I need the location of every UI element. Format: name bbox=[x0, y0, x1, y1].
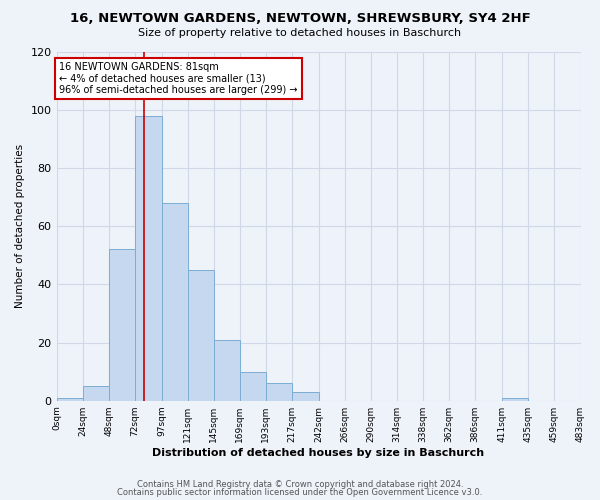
Bar bbox=[83, 386, 109, 400]
Y-axis label: Number of detached properties: Number of detached properties bbox=[15, 144, 25, 308]
Text: 16 NEWTOWN GARDENS: 81sqm
← 4% of detached houses are smaller (13)
96% of semi-d: 16 NEWTOWN GARDENS: 81sqm ← 4% of detach… bbox=[59, 62, 298, 95]
Bar bbox=[188, 270, 214, 400]
Bar bbox=[109, 250, 134, 400]
Text: Size of property relative to detached houses in Baschurch: Size of property relative to detached ho… bbox=[139, 28, 461, 38]
Bar bbox=[502, 398, 529, 400]
Bar bbox=[56, 398, 83, 400]
Text: Contains public sector information licensed under the Open Government Licence v3: Contains public sector information licen… bbox=[118, 488, 482, 497]
Bar bbox=[162, 203, 188, 400]
Bar bbox=[214, 340, 240, 400]
Text: 16, NEWTOWN GARDENS, NEWTOWN, SHREWSBURY, SY4 2HF: 16, NEWTOWN GARDENS, NEWTOWN, SHREWSBURY… bbox=[70, 12, 530, 26]
Bar bbox=[266, 383, 292, 400]
Bar bbox=[240, 372, 266, 400]
Text: Contains HM Land Registry data © Crown copyright and database right 2024.: Contains HM Land Registry data © Crown c… bbox=[137, 480, 463, 489]
Bar bbox=[292, 392, 319, 400]
X-axis label: Distribution of detached houses by size in Baschurch: Distribution of detached houses by size … bbox=[152, 448, 485, 458]
Bar bbox=[134, 116, 162, 401]
